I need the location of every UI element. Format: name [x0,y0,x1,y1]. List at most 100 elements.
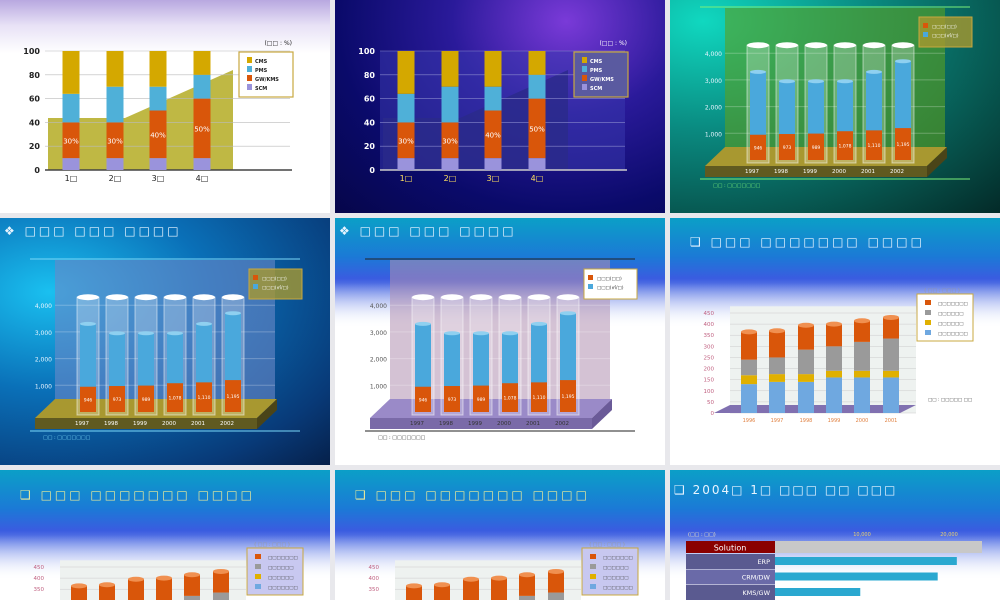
bar-count [895,128,911,160]
bar-segment-scm [193,158,211,170]
bar [775,572,938,581]
bar-segment [854,320,870,342]
y-tick-label: 0 [711,411,715,417]
bar-top [502,331,518,336]
x-tick-label: 1999 [828,418,841,424]
bar-top [406,583,422,589]
bar-segment [491,578,507,600]
bar-count [531,382,547,412]
slide-thumbnail-4[interactable]: ❖ □□□ □□□ □□□□ 1,000 2,000 3,000 4,000 946 19… [0,218,330,465]
bar-top [156,575,172,581]
legend-label: □□□□□□□ [603,586,633,591]
background-area [383,70,568,170]
bar-segment-gw-kms [193,98,211,159]
legend-swatch [247,66,252,72]
tube-cap [776,42,798,49]
data-label: 30% [442,137,458,145]
header-label: Solution [714,544,747,553]
slide-thumbnail-7[interactable]: ❑ □□□ □□□□□□□ □□□□ 350 400 450 ( □□ : □□□ )… [0,470,330,600]
legend-label: □□□(㎡/□) [932,32,959,39]
unit-label: (□□ : %) [264,40,292,47]
bar-top [444,331,460,336]
legend-label: □□□(□□) [932,24,957,30]
tube-cap [470,294,492,301]
legend-swatch [247,84,252,90]
bar-count [750,134,766,160]
bar-top [750,69,766,74]
slide-thumbnail-1[interactable]: 0 20 40 60 80 100 (□□ : %) 30% 1□ 30% 2□ 40% 3□ 50% 4□… [0,0,330,213]
bar-top [128,576,144,582]
y-tick-label: 2,000 [705,105,722,112]
x-tick-label: 4□ [531,174,544,183]
x-tick-label: 20,000 [940,532,958,538]
x-tick-label: 1997 [75,421,89,427]
slide-thumbnail-3[interactable]: 1,000 2,000 3,000 4,000 946 1997 973 1998 989 199… [670,0,1000,213]
bar-segment-pms [397,93,415,123]
y-tick-label: 80 [29,71,41,80]
tube-cap [892,42,914,49]
platform-side [592,399,612,429]
legend-label: □□□□□□□ [938,332,968,337]
bar-segment-cms [62,51,80,94]
background-area [48,70,233,170]
legend-swatch [582,57,587,63]
bar-segment [741,359,757,376]
tube-cap [499,294,521,301]
legend-swatch [590,574,596,579]
bar-segment-cms [441,51,459,87]
bar-segment [184,574,200,596]
legend-swatch [588,284,593,289]
bar-segment [741,375,757,385]
slide-thumbnail-2[interactable]: 0 20 40 60 80 100 (□□ : %) 30% 1□ 30% 2□ 40% 3□ 50% 4□… [335,0,665,213]
bar-top [769,328,785,334]
unit-label: ( □□ : □□□ ) [254,542,290,548]
data-label: 40% [150,131,166,139]
legend-swatch [923,23,928,28]
bar-segment [883,317,899,339]
bar-top [741,329,757,335]
data-label: 1,078 [504,396,517,402]
chart-p9: (□□ : □□) 10,000 20,000 Solution ERP CRM/DW KM… [686,532,982,600]
data-label: 946 [754,145,763,151]
bar-segment-gw-kms [62,122,80,159]
bar-top [196,321,212,326]
bar-top [837,79,853,84]
bar-top [109,331,125,336]
slide-thumbnail-8[interactable]: ❑ □□□ □□□□□□□ □□□□ 350 400 450 ( □□ : □□□ )… [335,470,665,600]
bar-top [808,79,824,84]
legend-swatch [253,275,258,280]
y-tick-label: 20 [364,142,376,151]
bar-segment [826,370,842,378]
unit-label: ( □□ : □□□ ) [924,288,960,294]
y-tick-label: 100 [358,47,375,56]
legend-swatch [255,574,261,579]
legend-label: PMS [590,68,603,74]
slide-thumbnail-9[interactable]: ❑ 2004□ 1□ □□□ □□ □□□ (□□ : □□) 10,000 20,… [670,470,1000,600]
slide-thumbnail-5[interactable]: ❖ □□□ □□□ □□□□ 1,000 2,000 3,000 4,000 946 19… [335,218,665,465]
y-tick-label: 1,000 [705,131,722,138]
chart-p5: 1,000 2,000 3,000 4,000 946 1997 973 1998 989 199… [365,258,638,441]
bar-count [196,382,212,412]
legend-swatch [925,330,931,335]
row-label-cell [686,585,775,600]
y-tick-label: 350 [34,587,45,593]
bar-segment-cms [484,51,502,87]
slide-title: ❖ □□□ □□□ □□□□ [339,224,517,238]
bar-count [109,386,125,412]
data-label: 989 [812,145,821,151]
bar-count [779,134,795,160]
bar-segment [128,579,144,600]
data-label: 30% [63,137,79,145]
y-tick-label: 4,000 [370,303,387,310]
bar-segment [434,584,450,600]
x-tick-label: 1□ [65,174,78,183]
bar-top [548,568,564,574]
bar-segment-pms [106,86,124,123]
data-label: 1,110 [198,395,211,401]
bar-segment [519,595,535,600]
x-tick-label: 3□ [487,174,500,183]
slide-thumbnail-6[interactable]: ❑ □□□ □□□□□□□ □□□□ 0 50 100 150 200 250 300 350… [670,218,1000,465]
y-tick-label: 400 [34,576,45,582]
bar-segment-pms [149,86,167,111]
tube-cap [441,294,463,301]
